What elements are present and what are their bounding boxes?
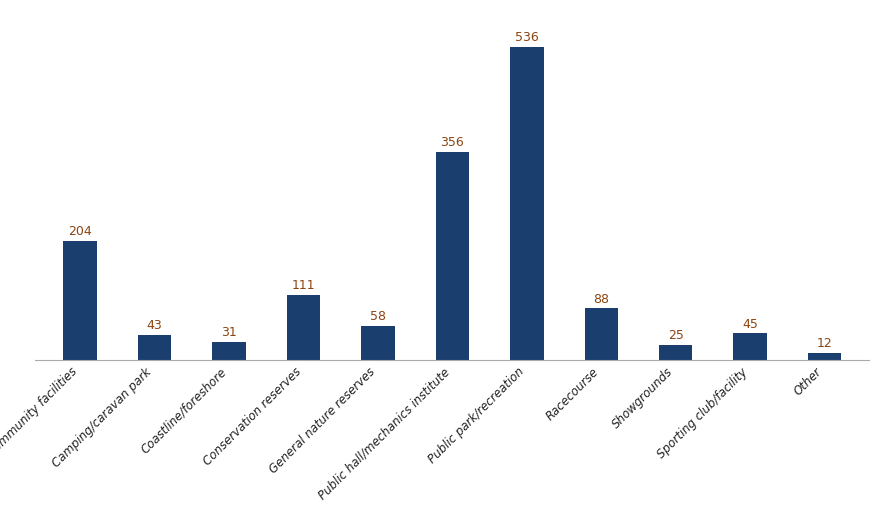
Text: 31: 31 (221, 326, 237, 339)
Bar (658, 345, 692, 360)
Text: 204: 204 (68, 225, 92, 238)
Bar (435, 152, 469, 360)
Text: 45: 45 (742, 317, 758, 331)
Bar (361, 326, 394, 360)
Bar (733, 333, 766, 360)
Bar (584, 308, 618, 360)
Bar (286, 295, 320, 360)
Text: 356: 356 (440, 136, 463, 149)
Text: 88: 88 (593, 293, 609, 306)
Bar (137, 335, 171, 360)
Bar (807, 353, 841, 360)
Text: 25: 25 (667, 329, 683, 342)
Bar (509, 47, 543, 360)
Text: 12: 12 (816, 337, 832, 350)
Text: 58: 58 (369, 310, 385, 323)
Bar (212, 342, 245, 360)
Bar (63, 241, 97, 360)
Text: 536: 536 (515, 31, 538, 44)
Text: 43: 43 (146, 319, 162, 332)
Text: 111: 111 (291, 279, 315, 292)
